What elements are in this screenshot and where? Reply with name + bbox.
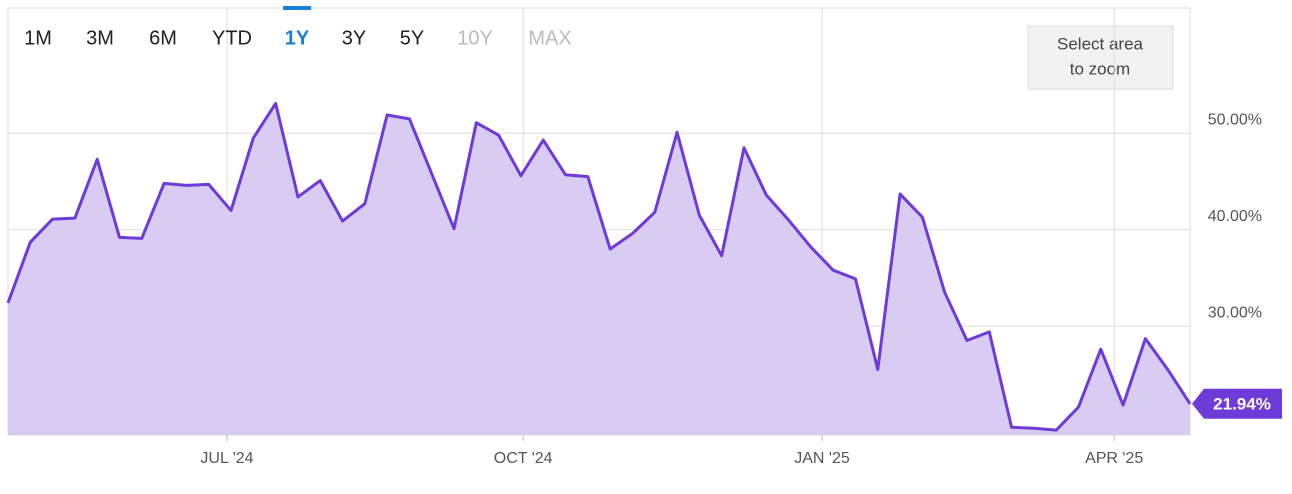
- line: [6, 101, 1192, 432]
- range-button[interactable]: 1Y: [285, 27, 310, 49]
- range-button[interactable]: 1M: [24, 27, 52, 49]
- zoom-hint: Select area: [1057, 34, 1144, 53]
- value-label: 21.94%: [1213, 394, 1271, 413]
- range-button: MAX: [528, 27, 571, 49]
- range-button: 10Y: [457, 27, 493, 49]
- range-button[interactable]: 3Y: [342, 27, 366, 49]
- zoom-hint: to zoom: [1070, 59, 1130, 78]
- active-indicator: [283, 6, 311, 10]
- x-tick-label: OCT '24: [494, 450, 553, 467]
- value-badge: [1192, 388, 1282, 419]
- x-tick-label: JAN '25: [794, 450, 850, 467]
- x-tick-label: JUL '24: [200, 450, 253, 467]
- zoom-hint-box: [1027, 25, 1174, 90]
- y-tick-label: 30.00%: [1208, 304, 1262, 321]
- range-button[interactable]: YTD: [212, 27, 252, 49]
- range-button[interactable]: 6M: [149, 27, 177, 49]
- y-tick-label: 50.00%: [1208, 112, 1262, 129]
- area: [8, 103, 1190, 435]
- range-button[interactable]: 5Y: [400, 27, 424, 49]
- range-button[interactable]: 3M: [86, 27, 114, 49]
- x-tick-label: APR '25: [1085, 450, 1143, 467]
- y-tick-label: 40.00%: [1208, 208, 1262, 225]
